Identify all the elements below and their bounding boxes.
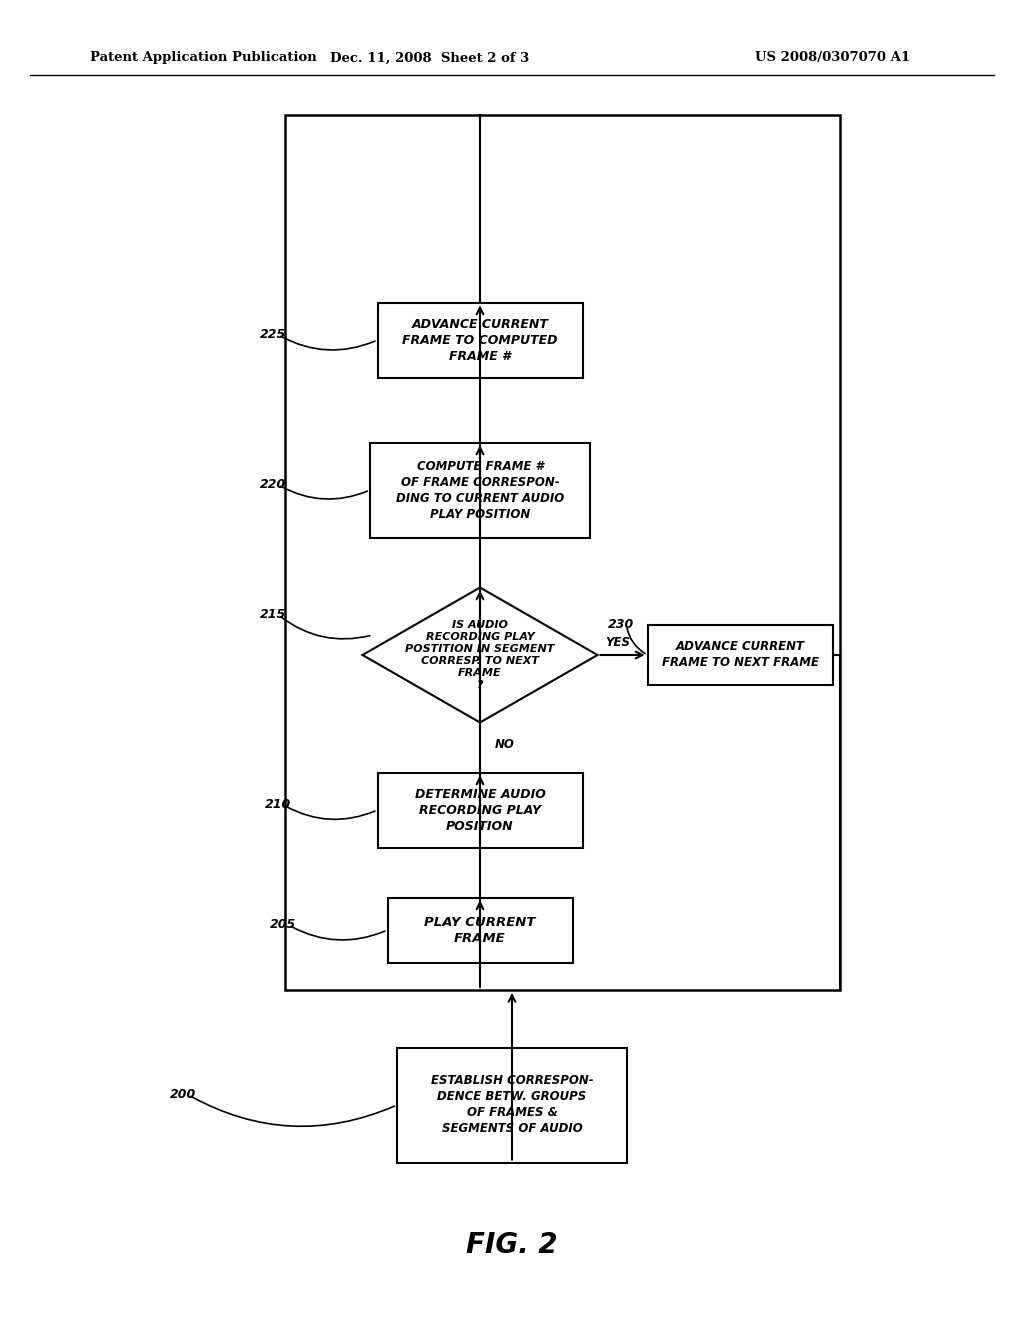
Bar: [378, 302, 583, 378]
Bar: [397, 1048, 627, 1163]
Text: ADVANCE CURRENT
FRAME TO COMPUTED
FRAME #: ADVANCE CURRENT FRAME TO COMPUTED FRAME …: [402, 318, 558, 363]
Text: COMPUTE FRAME #
OF FRAME CORRESPON-
DING TO CURRENT AUDIO
PLAY POSITION: COMPUTE FRAME # OF FRAME CORRESPON- DING…: [396, 459, 564, 520]
Text: ESTABLISH CORRESPON-
DENCE BETW. GROUPS
OF FRAMES &
SEGMENTS OF AUDIO: ESTABLISH CORRESPON- DENCE BETW. GROUPS …: [431, 1074, 593, 1135]
Text: PLAY CURRENT
FRAME: PLAY CURRENT FRAME: [424, 916, 536, 945]
Text: 200: 200: [170, 1089, 197, 1101]
Text: 205: 205: [270, 919, 296, 932]
Bar: [378, 772, 583, 847]
Text: NO: NO: [495, 738, 515, 751]
Text: 220: 220: [260, 479, 287, 491]
Text: 225: 225: [260, 329, 287, 342]
Text: IS AUDIO
RECORDING PLAY
POSTITION IN SEGMENT
CORRESP. TO NEXT
FRAME
?: IS AUDIO RECORDING PLAY POSTITION IN SEG…: [406, 620, 555, 690]
Text: 210: 210: [265, 799, 291, 812]
Text: YES: YES: [605, 636, 631, 649]
Bar: [647, 624, 833, 685]
Polygon shape: [362, 587, 597, 722]
Bar: [370, 442, 590, 537]
Text: ADVANCE CURRENT
FRAME TO NEXT FRAME: ADVANCE CURRENT FRAME TO NEXT FRAME: [662, 640, 818, 669]
Text: 230: 230: [608, 619, 634, 631]
Text: Dec. 11, 2008  Sheet 2 of 3: Dec. 11, 2008 Sheet 2 of 3: [331, 51, 529, 65]
Text: Patent Application Publication: Patent Application Publication: [90, 51, 316, 65]
Text: DETERMINE AUDIO
RECORDING PLAY
POSITION: DETERMINE AUDIO RECORDING PLAY POSITION: [415, 788, 546, 833]
Text: FIG. 2: FIG. 2: [466, 1232, 558, 1259]
Bar: [285, 115, 840, 990]
Text: US 2008/0307070 A1: US 2008/0307070 A1: [755, 51, 910, 65]
Bar: [387, 898, 572, 962]
Text: 215: 215: [260, 609, 287, 622]
